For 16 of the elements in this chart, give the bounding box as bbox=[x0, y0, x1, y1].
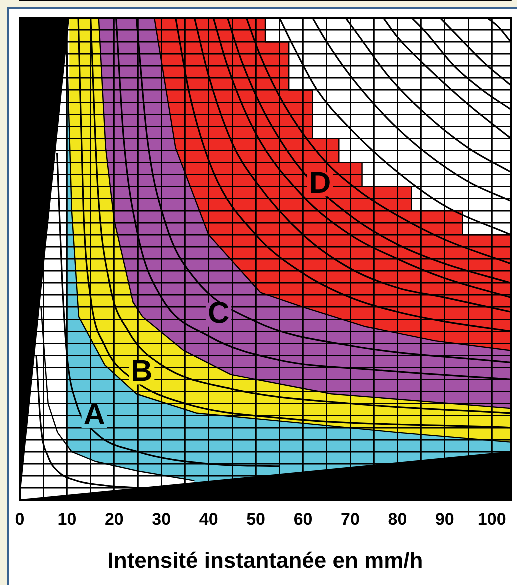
x-tick-label: 30 bbox=[152, 510, 172, 530]
x-axis-title: Intensité instantanée en mm/h bbox=[108, 548, 424, 573]
series-label: A bbox=[84, 398, 106, 432]
x-tick-label: 40 bbox=[199, 510, 218, 530]
series-label: B bbox=[130, 354, 153, 388]
x-tick-label: 0 bbox=[15, 510, 25, 530]
x-tick-label: 80 bbox=[388, 510, 408, 530]
x-tick-label: 60 bbox=[294, 510, 313, 530]
x-tick-label: 10 bbox=[58, 510, 77, 530]
x-tick-label: 100 bbox=[478, 510, 506, 530]
x-tick-label: 70 bbox=[341, 510, 360, 530]
series-label: C bbox=[208, 297, 230, 330]
x-tick-label: 50 bbox=[246, 510, 266, 530]
x-tick-label: 20 bbox=[104, 510, 124, 530]
series-label: D bbox=[309, 166, 332, 200]
x-tick-label: 90 bbox=[435, 510, 454, 530]
